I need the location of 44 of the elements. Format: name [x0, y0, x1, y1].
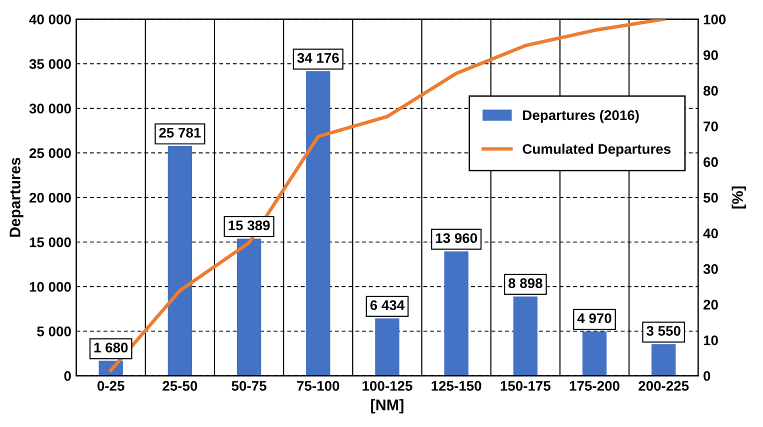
x-tick-label: 25-50	[162, 380, 198, 391]
data-label: 15 389	[228, 220, 270, 230]
x-tick-label: 125-150	[432, 380, 482, 391]
x-axis-title: [NM]	[371, 399, 404, 414]
x-tick-label: 175-200	[570, 380, 620, 391]
y2-tick-label: 10	[704, 335, 718, 346]
y-tick-label: 35 000	[29, 59, 71, 69]
data-label: 3 550	[646, 326, 680, 336]
data-label: 8 898	[508, 278, 542, 288]
data-label: 25 781	[159, 128, 201, 138]
y2-tick-label: 20	[703, 300, 718, 310]
y-tick-label: 30 000	[29, 104, 71, 114]
y2-tick-label: 0	[704, 371, 710, 381]
data-label: 6 434	[370, 300, 405, 310]
y2-tick-label: 60	[704, 157, 718, 167]
y2-tick-label: 50	[703, 192, 718, 203]
y-axis-title: Departures	[10, 158, 24, 237]
y2-axis-title: [%]	[732, 186, 746, 209]
data-label: 34 176	[297, 52, 339, 63]
y-tick-label: 25 000	[29, 148, 71, 158]
y-tick-label: 15 000	[30, 237, 71, 248]
y2-tick-label: 30	[703, 264, 718, 274]
y2-tick-label: 100	[704, 14, 726, 24]
y-tick-label: 10 000	[30, 282, 71, 292]
y-tick-label: 5 000	[37, 326, 71, 336]
data-label: 4 970	[577, 313, 612, 324]
data-label: 13 960	[436, 233, 477, 244]
x-tick-label: 200-225	[638, 380, 689, 391]
y-tick-label: 40 000	[29, 14, 71, 24]
y-tick-label: 0	[64, 371, 71, 381]
x-tick-label: 75-100	[297, 380, 340, 391]
y-tick-label: 20 000	[29, 192, 71, 203]
y2-tick-label: 80	[703, 86, 718, 96]
bar	[236, 238, 262, 376]
y2-tick-label: 90	[703, 50, 718, 60]
x-tick-label: 0-25	[98, 380, 124, 391]
legend-label: Cumulated Departures	[522, 144, 671, 157]
y2-tick-label: 40	[703, 228, 718, 238]
x-tick-label: 150-175	[500, 380, 551, 391]
x-tick-label: 50-75	[232, 380, 266, 391]
y2-tick-label: 70	[704, 122, 718, 132]
legend-label: Departures (2016)	[523, 110, 639, 123]
data-label: 1 680	[94, 342, 128, 352]
x-tick-label: 100-125	[362, 380, 412, 391]
